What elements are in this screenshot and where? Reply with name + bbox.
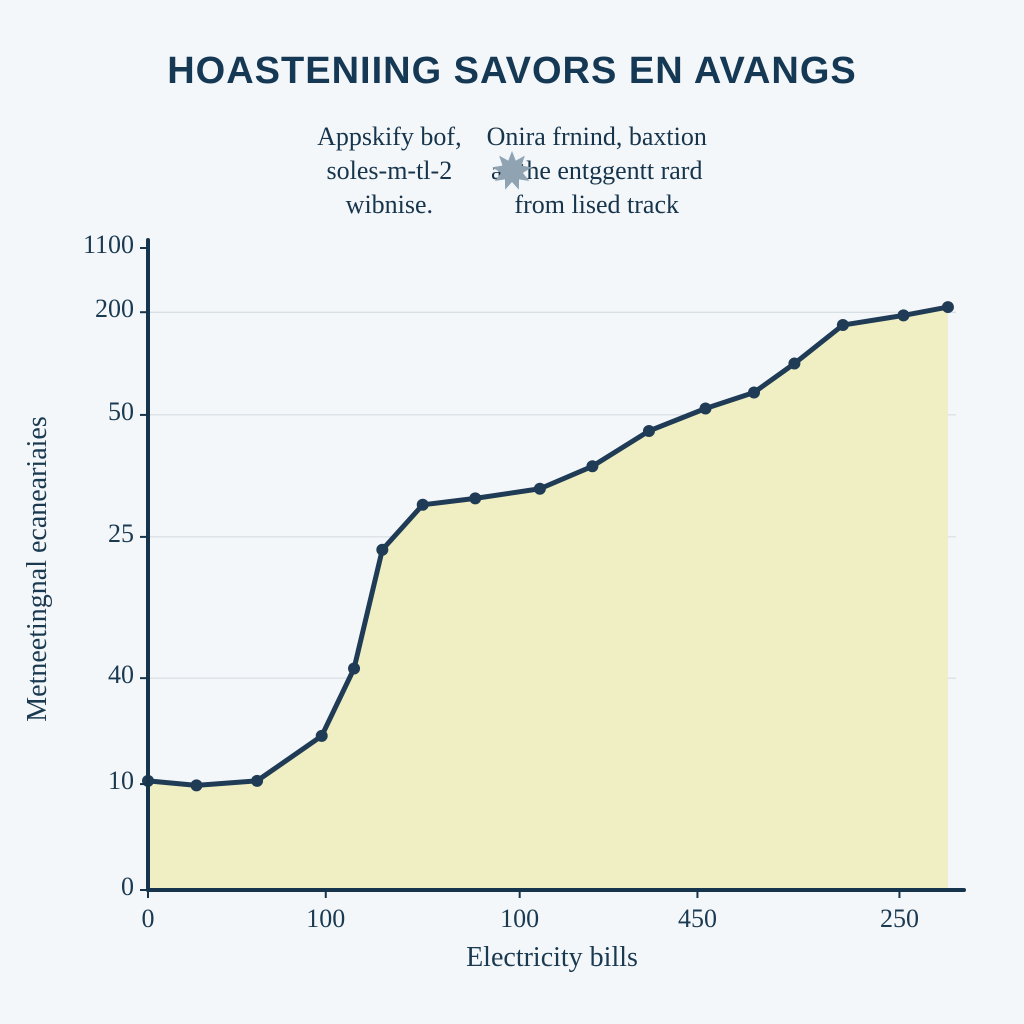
y-tick-label: 200 [95, 294, 134, 324]
y-tick-label: 25 [108, 519, 134, 549]
area-chart [0, 0, 1024, 1024]
y-tick-label: 10 [108, 766, 134, 796]
x-tick-label: 450 [667, 904, 727, 934]
y-tick-label: 0 [121, 872, 134, 902]
y-tick-label: 40 [108, 660, 134, 690]
y-axis-label: Metneetingnal ecaneariaies [22, 416, 54, 722]
y-tick-label: 50 [108, 397, 134, 427]
x-axis-label: Electricity bills [148, 942, 956, 974]
x-tick-label: 250 [869, 904, 929, 934]
y-tick-label: 1100 [83, 230, 134, 260]
chart-container: HOASTENIING SAVORS EN AVANGS Appskify bo… [0, 0, 1024, 1024]
x-tick-label: 0 [118, 904, 178, 934]
x-tick-label: 100 [296, 904, 356, 934]
x-tick-label: 100 [490, 904, 550, 934]
